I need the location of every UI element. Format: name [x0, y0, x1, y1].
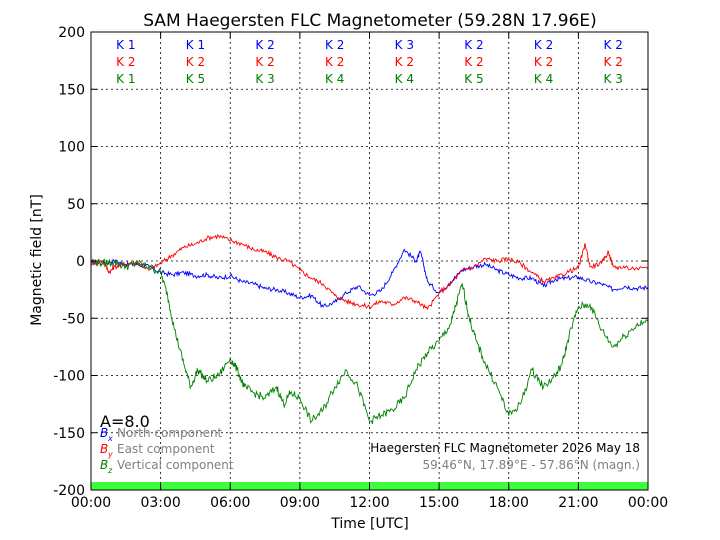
k-index-east: K 2 — [116, 55, 135, 69]
y-axis-label: Magnetic field [nT] — [29, 194, 45, 326]
k-index-north: K 3 — [395, 38, 414, 52]
k-index-north: K 2 — [255, 38, 274, 52]
x-tick-label: 15:00 — [419, 495, 459, 511]
legend-subscript: y — [107, 450, 113, 459]
x-tick-label: 03:00 — [140, 495, 180, 511]
legend-subscript: z — [107, 466, 113, 475]
series-line-vertical-component — [90, 257, 649, 424]
k-index-east: K 2 — [255, 55, 274, 69]
k-index-table: K 1 K 1 K 2 K 2 K 3 K 2 K 2 K 2 K 2 K 2 K 2 K 2 K 2 K… — [116, 38, 623, 86]
k-index-north: K 2 — [604, 38, 623, 52]
a-index-label: A=8.0 — [100, 412, 150, 431]
y-tick-label: -50 — [62, 311, 85, 327]
k-index-north: K 2 — [534, 38, 553, 52]
y-tick-label: 50 — [67, 197, 85, 213]
station-annotation: Haegersten FLC Magnetometer 2026 May 18 — [370, 441, 640, 455]
legend-symbol: B — [100, 426, 108, 440]
k-index-east: K 2 — [186, 55, 205, 69]
x-tick-label: 18:00 — [489, 495, 529, 511]
k-index-east: K 2 — [464, 55, 483, 69]
k-index-vertical: K 5 — [186, 72, 205, 86]
chart-title: SAM Haegersten FLC Magnetometer (59.28N … — [143, 11, 597, 31]
grid-lines — [91, 32, 648, 490]
y-tick-label: 200 — [58, 25, 85, 41]
k-index-east: K 2 — [325, 55, 344, 69]
k-index-north: K 1 — [186, 38, 205, 52]
series-line-east-component — [90, 234, 649, 311]
y-tick-label: -150 — [53, 426, 85, 442]
k-index-east: K 2 — [395, 55, 414, 69]
k-index-east: K 2 — [534, 55, 553, 69]
legend-subscript: x — [107, 434, 113, 443]
x-tick-label: 00:00 — [71, 495, 111, 511]
x-tick-label: 21:00 — [558, 495, 598, 511]
x-tick-label: 12:00 — [349, 495, 389, 511]
series-layer — [90, 234, 649, 424]
y-tick-label: 100 — [58, 140, 85, 156]
legend-label: Vertical component — [117, 458, 234, 472]
k-index-vertical: K 4 — [395, 72, 414, 86]
k-index-north: K 2 — [325, 38, 344, 52]
legend-label: East component — [117, 442, 215, 456]
k-index-vertical: K 4 — [325, 72, 344, 86]
coordinates-annotation: 59.46°N, 17.89°E - 57.86°N (magn.) — [423, 458, 640, 472]
y-tick-label: 150 — [58, 82, 85, 98]
k-index-vertical: K 4 — [534, 72, 553, 86]
x-axis-label: Time [UTC] — [330, 516, 408, 532]
series-line-north-component — [90, 248, 649, 309]
k-index-vertical: K 3 — [604, 72, 623, 86]
y-tick-label: 0 — [76, 254, 85, 270]
axis-ticks: 00:00 03:00 06:00 09:00 12:00 15:00 18:00 21:00… — [53, 25, 668, 511]
x-tick-label: 06:00 — [210, 495, 250, 511]
y-tick-label: -100 — [53, 369, 85, 385]
legend-label: North component — [117, 426, 223, 440]
k-index-north: K 2 — [464, 38, 483, 52]
k-index-east: K 2 — [604, 55, 623, 69]
legend-symbol: B — [100, 458, 108, 472]
x-tick-label: 09:00 — [280, 495, 320, 511]
k-index-vertical: K 3 — [255, 72, 274, 86]
x-tick-label: 00:00 — [628, 495, 668, 511]
legend-symbol: B — [100, 442, 108, 456]
y-tick-label: -200 — [53, 483, 85, 499]
k-index-vertical: K 5 — [464, 72, 483, 86]
k-index-north: K 1 — [116, 38, 135, 52]
k-index-vertical: K 1 — [116, 72, 135, 86]
